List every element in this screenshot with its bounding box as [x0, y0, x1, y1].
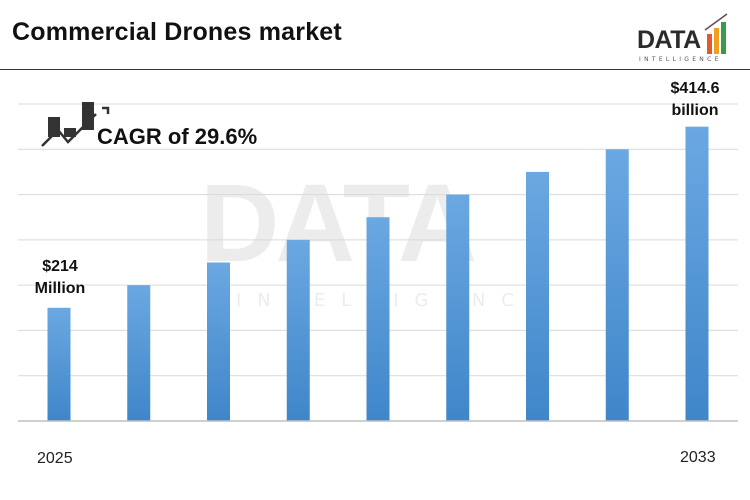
bar-2027 — [207, 262, 230, 421]
data-label-first-value: $214 — [42, 258, 78, 275]
logo-subtitle: INTELLIGENCE — [639, 56, 722, 63]
brand-logo: DATA INTELLIGENCE — [637, 10, 729, 66]
bar-2025 — [47, 307, 71, 421]
data-label-first-unit: Million — [34, 280, 86, 297]
data-label-last-unit: billion — [671, 102, 719, 119]
x-tick-label-first: 2025 — [37, 450, 73, 467]
bar-2029 — [366, 217, 390, 421]
data-label-first: $214 Million — [22, 256, 98, 300]
bars — [47, 126, 709, 422]
bar-2028 — [286, 239, 310, 421]
page-title: Commercial Drones market — [12, 18, 342, 46]
x-tick-label-last: 2033 — [680, 449, 716, 466]
cagr-callout: CAGR of 29.6% — [40, 100, 300, 155]
cagr-label: CAGR of 29.6% — [97, 124, 258, 149]
bar-2030 — [446, 194, 470, 421]
growth-chart-icon — [41, 102, 110, 147]
data-label-last-value: $414.6 — [670, 80, 720, 97]
bar-2026 — [127, 285, 151, 421]
logo-bars-icon — [704, 13, 728, 54]
header-divider — [0, 69, 750, 70]
bar-2032 — [605, 149, 629, 422]
bar-2033 — [685, 126, 709, 422]
data-label-last: $414.6 billion — [655, 78, 735, 122]
logo-wordmark: DATA — [637, 26, 701, 54]
bar-2031 — [526, 171, 549, 421]
